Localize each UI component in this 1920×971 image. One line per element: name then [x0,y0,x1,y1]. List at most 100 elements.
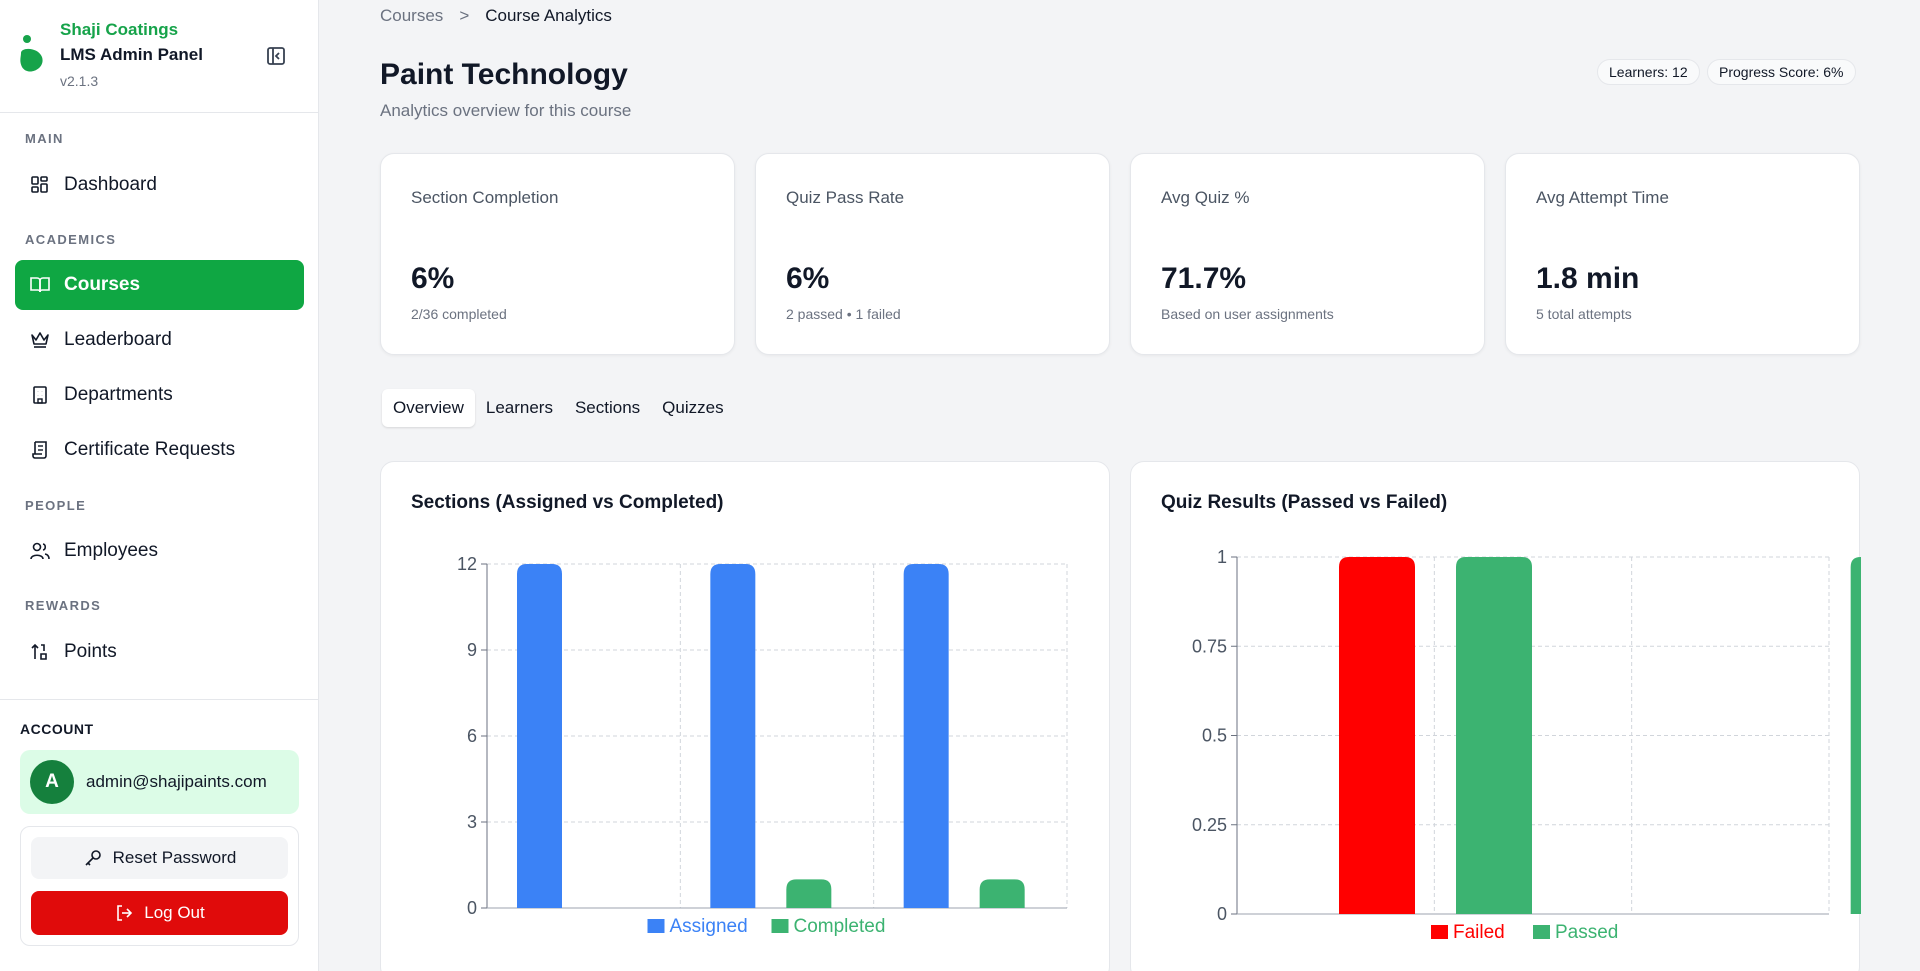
stat-subtext: 2 passed • 1 failed [786,306,901,322]
logout-button[interactable]: Log Out [31,891,288,935]
collapse-sidebar-icon[interactable] [265,45,287,67]
bar-assigned [710,564,756,908]
sidebar-item-label: Certificate Requests [64,439,236,460]
page-title: Paint Technology [380,58,628,91]
quiz-results-chart-card: Quiz Results (Passed vs Failed) 0 0.25 0.5… [1130,461,1861,971]
stat-card-avg-attempt-time: Avg Attempt Time 1.8 min 5 total attempt… [1505,153,1860,355]
section-label-people: PEOPLE [25,498,87,513]
sort-icon [30,642,50,662]
logout-icon [114,903,134,923]
tab-learners[interactable]: Learners [485,398,553,417]
sidebar-item-leaderboard[interactable]: Leaderboard [15,315,304,365]
stat-label: Section Completion [411,188,559,207]
stat-subtext: 5 total attempts [1536,306,1632,322]
sidebar-item-certificate-requests[interactable]: Certificate Requests [15,425,304,475]
stat-label: Avg Quiz % [1161,188,1250,207]
bar-passed [1850,557,1861,914]
brand-header: Shaji Coatings LMS Admin Panel v2.1.3 [0,0,318,113]
analytics-tabs: Overview Learners Sections Quizzes [382,388,735,428]
key-icon [83,848,103,868]
bar-passed [1456,557,1532,914]
stat-card-section-completion: Section Completion 6% 2/36 completed [380,153,735,355]
legend-swatch [1431,925,1448,939]
y-tick-label: 12 [457,554,477,574]
stat-label: Quiz Pass Rate [786,188,905,207]
y-tick-label: 0 [467,898,477,918]
sidebar-item-employees[interactable]: Employees [15,526,304,576]
bar-failed [1339,557,1415,914]
bar-completed [979,879,1025,908]
y-tick-label: 3 [467,812,477,832]
brand-company: Shaji Coatings [60,20,179,39]
legend-swatch [647,919,665,933]
stat-subtext: 2/36 completed [411,306,507,322]
users-icon [30,541,50,561]
app-version: v2.1.3 [60,73,99,89]
legend-swatch [771,919,789,933]
tab-quizzes[interactable]: Quizzes [662,398,724,417]
bar-assigned [903,564,949,908]
sections-bar-chart: 0 3 6 9 12 Assigned Completed [457,554,1068,937]
y-tick-label: 9 [467,640,477,660]
stat-subtext: Based on user assignments [1161,306,1334,322]
sidebar-item-label: Employees [64,540,158,561]
section-label-main: MAIN [25,131,64,146]
page-subtitle: Analytics overview for this course [380,101,632,120]
reset-password-button[interactable]: Reset Password [31,837,288,879]
account-actions: Reset Password Log Out [20,826,299,946]
progress-score-badge: Progress Score: 6% [1707,59,1856,85]
chevron-right-icon: > [459,6,470,25]
y-tick-label: 1 [1217,547,1227,567]
learners-badge: Learners: 12 [1597,59,1700,85]
sidebar-item-label: Dashboard [64,174,157,195]
avatar: A [30,760,74,804]
tab-overview[interactable]: Overview [382,389,475,427]
sidebar-item-label: Departments [64,384,173,405]
legend-label: Assigned [670,916,748,937]
quiz-results-bar-chart: 0 0.25 0.5 0.75 1 Failed Passed [1192,547,1861,943]
scroll-icon [30,440,50,460]
stat-card-avg-quiz: Avg Quiz % 71.7% Based on user assignmen… [1130,153,1485,355]
user-card[interactable]: A admin@shajipaints.com [20,750,299,814]
bar-assigned [517,564,562,908]
divider [0,699,319,700]
user-email: admin@shajipaints.com [86,772,267,791]
chart-title: Quiz Results (Passed vs Failed) [1161,492,1448,513]
y-tick-label: 0 [1217,904,1227,924]
sidebar-item-points[interactable]: Points [15,627,304,677]
dashboard-icon [30,175,50,195]
chart-title: Sections (Assigned vs Completed) [411,492,724,513]
legend-label: Passed [1555,922,1618,943]
bar-completed [786,879,832,908]
crown-icon [30,330,50,350]
section-label-academics: ACADEMICS [25,232,117,247]
breadcrumb-current: Course Analytics [485,6,612,25]
section-label-rewards: REWARDS [25,598,102,613]
brand-logo-icon [20,35,43,72]
breadcrumb: Courses > Course Analytics [380,6,612,26]
sidebar-item-label: Leaderboard [64,329,172,350]
tab-sections[interactable]: Sections [574,398,641,417]
account-section-label: ACCOUNT [20,721,94,737]
reset-password-label: Reset Password [112,848,237,867]
sidebar-item-label: Courses [64,274,141,295]
sidebar-item-courses[interactable]: Courses [15,260,304,310]
stat-value: 6% [411,262,455,295]
legend-label: Completed [794,916,886,937]
sidebar-item-dashboard[interactable]: Dashboard [15,160,304,210]
book-icon [30,275,50,295]
sidebar: Shaji Coatings LMS Admin Panel v2.1.3 MA… [0,0,319,971]
stat-value: 6% [786,262,830,295]
breadcrumb-courses-link[interactable]: Courses [380,6,444,25]
sidebar-item-label: Points [64,641,117,662]
logout-label: Log Out [144,903,205,922]
stat-card-quiz-pass-rate: Quiz Pass Rate 6% 2 passed • 1 failed [755,153,1110,355]
sidebar-item-departments[interactable]: Departments [15,370,304,420]
legend-label: Failed [1453,922,1505,943]
building-icon [30,385,50,405]
stat-label: Avg Attempt Time [1536,188,1669,207]
y-tick-label: 6 [467,726,477,746]
y-tick-label: 0.75 [1192,636,1227,656]
stat-value: 71.7% [1161,262,1247,295]
legend-swatch [1533,925,1550,939]
